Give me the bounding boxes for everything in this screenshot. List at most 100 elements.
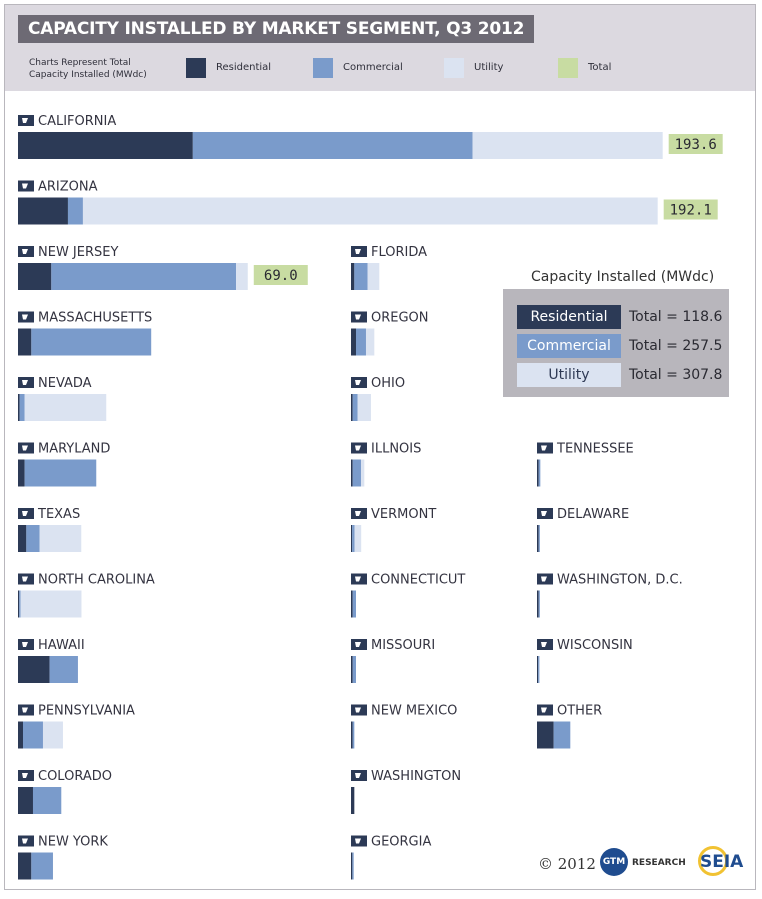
total-box-california xyxy=(668,134,723,154)
state-label-missouri: MISSOURI xyxy=(371,638,435,653)
state-label-georgia: GEORGIA xyxy=(371,835,431,850)
state-label-nevada: NEVADA xyxy=(38,376,92,391)
state-label-other: OTHER xyxy=(557,704,602,719)
bar-commercial-vermont xyxy=(352,525,355,552)
state-group-other: OTHER xyxy=(537,704,602,749)
bar-residential-california xyxy=(18,132,193,159)
bar-residential-tennessee xyxy=(537,459,539,487)
state-group-oregon: OREGON xyxy=(351,311,429,356)
bar-residential-delaware xyxy=(537,525,539,552)
bar-commercial-oregon xyxy=(355,328,366,356)
state-group-vermont: VERMONT xyxy=(351,507,436,552)
state-group-arizona: ARIZONA 192.1 xyxy=(18,180,718,225)
state-group-nevada: NEVADA xyxy=(18,376,107,421)
missouri-shape-icon-silhouette xyxy=(355,642,361,647)
bar-residential-connecticut xyxy=(351,590,353,618)
total-box-new-jersey xyxy=(253,265,308,285)
bar-residential-new-york xyxy=(18,852,32,880)
state-label-maryland: MARYLAND xyxy=(38,442,110,457)
state-label-california: CALIFORNIA xyxy=(38,114,116,129)
ohio-shape-icon-silhouette xyxy=(355,380,361,385)
gtm-research-label: RESEARCH xyxy=(632,858,686,868)
oregon-shape-icon-silhouette xyxy=(355,314,361,320)
state-group-illnois: ILLNOIS xyxy=(351,442,421,487)
state-label-colorado: COLORADO xyxy=(38,769,112,784)
state-group-connecticut: CONNECTICUT xyxy=(351,573,465,618)
legend-swatch-utility xyxy=(444,58,464,78)
legend-label-commercial: Commercial xyxy=(343,62,403,73)
bar-utility-florida xyxy=(367,263,380,290)
state-label-new-jersey: NEW JERSEY xyxy=(38,245,118,260)
legend-swatch-residential xyxy=(186,58,206,78)
bar-commercial-connecticut xyxy=(352,590,356,618)
north-carolina-shape-icon-silhouette xyxy=(22,576,28,582)
bar-commercial-nevada xyxy=(19,394,25,421)
bar-utility-ohio xyxy=(357,394,371,421)
bar-commercial-wisconsin xyxy=(538,656,540,683)
state-label-illnois: ILLNOIS xyxy=(371,442,421,457)
bar-commercial-massachusetts xyxy=(31,328,152,356)
bar-commercial-california xyxy=(192,132,473,159)
state-group-texas: TEXAS xyxy=(18,507,82,552)
state-group-delaware: DELAWARE xyxy=(537,507,629,552)
state-group-new-jersey: NEW JERSEY 69.0 xyxy=(18,245,308,290)
bar-commercial-georgia xyxy=(352,852,354,880)
state-group-new-york: NEW YORK xyxy=(18,835,108,880)
new-mexico-shape-icon-silhouette xyxy=(355,707,361,713)
copyright-text: © 2012 xyxy=(538,855,596,873)
state-label-oregon: OREGON xyxy=(371,311,429,326)
new-jersey-shape-icon-silhouette xyxy=(22,249,28,254)
state-group-maryland: MARYLAND xyxy=(18,442,110,487)
state-group-massachusetts: MASSACHUSETTS xyxy=(18,311,152,356)
colorado-shape-icon-silhouette xyxy=(22,773,28,778)
bar-commercial-tennessee xyxy=(538,459,541,487)
georgia-shape-icon-silhouette xyxy=(355,838,361,844)
bar-residential-massachusetts xyxy=(18,328,32,356)
bar-residential-georgia xyxy=(351,852,353,880)
state-label-tennessee: TENNESSEE xyxy=(556,442,634,457)
state-label-washington: WASHINGTON xyxy=(371,769,461,784)
washington-shape-icon-silhouette xyxy=(355,773,361,778)
bar-utility-new-jersey xyxy=(236,263,248,290)
seia-sun-ring xyxy=(698,846,728,876)
bar-residential-pennsylvania xyxy=(18,721,23,749)
state-label-connecticut: CONNECTICUT xyxy=(371,573,465,588)
bar-commercial-delaware xyxy=(538,525,540,552)
bar-residential-florida xyxy=(351,263,355,290)
bar-utility-north-carolina xyxy=(20,590,82,618)
state-label-florida: FLORIDA xyxy=(371,245,427,260)
total-label-arizona: 192.1 xyxy=(670,203,712,219)
bar-commercial-maryland xyxy=(24,459,97,487)
legend-swatch-commercial xyxy=(313,58,333,78)
page-title: CAPACITY INSTALLED BY MARKET SEGMENT, Q3… xyxy=(18,15,535,43)
bar-residential-missouri xyxy=(351,656,353,683)
bar-commercial-washington-d-c xyxy=(538,590,540,618)
summary-box: Residential Total = 118.6 Commercial Tot… xyxy=(503,289,729,397)
state-label-vermont: VERMONT xyxy=(371,507,436,522)
legend-label-residential: Residential xyxy=(216,62,272,73)
other-states-shape-icon-silhouette xyxy=(541,707,547,713)
summary-row-residential: Residential Total = 118.6 xyxy=(517,305,727,329)
tennessee-shape-icon-silhouette xyxy=(541,445,547,451)
bar-commercial-new-mexico xyxy=(352,721,355,749)
summary-total-residential: Total = 118.6 xyxy=(629,309,723,325)
new-york-shape-icon-silhouette xyxy=(22,838,28,844)
california-shape-icon-silhouette xyxy=(22,118,28,123)
state-group-north-carolina: NORTH CAROLINA xyxy=(18,573,155,618)
seia-label: SEIA xyxy=(700,852,744,872)
bar-residential-maryland xyxy=(18,459,25,487)
wisconsin-shape-icon-silhouette xyxy=(541,642,547,647)
bar-residential-washington xyxy=(351,787,355,814)
bar-residential-ohio xyxy=(351,394,353,421)
bar-commercial-colorado xyxy=(32,787,62,814)
state-label-massachusetts: MASSACHUSETTS xyxy=(38,311,152,326)
pennsylvania-shape-icon-silhouette xyxy=(22,707,28,713)
bar-residential-north-carolina xyxy=(18,590,20,618)
summary-label-commercial: Commercial xyxy=(517,334,621,358)
state-label-ohio: OHIO xyxy=(371,376,405,391)
bar-commercial-other xyxy=(553,721,571,749)
bar-utility-california xyxy=(472,132,663,159)
connecticut-shape-icon-silhouette xyxy=(355,576,361,582)
bar-utility-vermont xyxy=(354,525,362,552)
